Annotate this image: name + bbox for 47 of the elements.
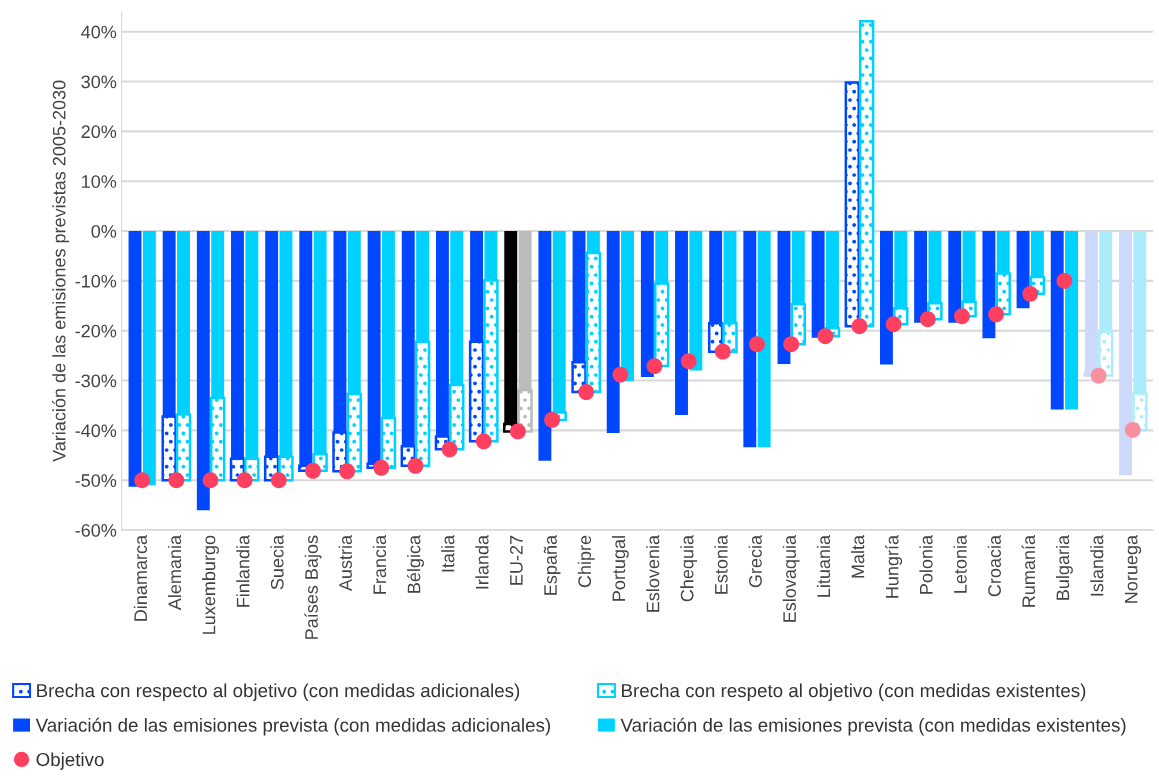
y-tick-label: 30% — [81, 75, 117, 89]
x-tick-label: Irlanda — [475, 534, 489, 589]
x-tick-label: Italia — [441, 534, 455, 572]
y-tick-label: -20% — [75, 324, 117, 338]
y-tick-label: -50% — [75, 474, 117, 487]
legend-label: Brecha con respeto al objetivo (con medidas existentes) — [622, 683, 1086, 701]
x-tick-label: Austria — [338, 534, 352, 592]
x-tick-label: Chipre — [577, 535, 595, 588]
y-tick-label: 10% — [82, 175, 117, 188]
x-tick-label: EU-27 — [509, 535, 523, 585]
x-tick-label: Luxemburgo — [202, 535, 219, 634]
x-tick-label: Islandia — [1090, 534, 1104, 596]
x-tick-label: Finlandia — [236, 534, 250, 607]
y-tick-label: -60% — [75, 524, 117, 537]
x-tick-label: Bulgaria — [1055, 534, 1073, 600]
x-tick-label: Suecia — [270, 534, 284, 590]
x-tick-label: Letonia — [953, 534, 967, 593]
x-tick-label: España — [543, 534, 561, 595]
x-tick-label: Bélgica — [406, 534, 424, 593]
y-tick-label: -40% — [75, 424, 117, 438]
y-tick-label: 0% — [91, 224, 117, 238]
legend-label: Brecha con respecto al objetivo (con medidas adicionales) — [37, 683, 520, 701]
x-tick-label: Eslovenia — [646, 534, 660, 612]
x-tick-label: Malta — [851, 534, 865, 578]
x-tick-label: Hungría — [885, 534, 903, 598]
x-tick-label: Polonia — [919, 534, 933, 594]
y-tick-label: -30% — [75, 374, 117, 388]
y-tick-label: 20% — [81, 125, 117, 139]
x-tick-label: Croacia — [987, 534, 1001, 597]
x-tick-label: Noruega — [1124, 534, 1142, 603]
y-tick-label: 40% — [81, 25, 117, 39]
x-tick-label: Rumanía — [1021, 534, 1036, 607]
legend-label: Variación de las emisiones prevista (con medidas adicionales) — [35, 717, 550, 736]
x-tick-label: Países Bajos — [304, 535, 322, 639]
x-tick-label: Chequia — [680, 534, 698, 602]
legend-label: Variación de las emisiones prevista (con medidas existentes) — [620, 717, 1126, 736]
x-tick-label: Estonia — [714, 534, 728, 594]
x-tick-label: Dinamarca — [133, 534, 148, 621]
x-tick-label: Grecia — [748, 534, 762, 588]
x-tick-label: Eslovaquia — [782, 534, 800, 622]
x-tick-label: Francia — [372, 534, 387, 594]
x-tick-label: Portugal — [611, 536, 629, 601]
y-axis-title: Variación de las emisiones previstas 2005-2030 — [52, 80, 70, 462]
y-tick-label: -10% — [75, 274, 117, 288]
legend-label: Objetivo — [36, 752, 104, 770]
x-tick-label: Alemania — [167, 534, 182, 611]
x-tick-label: Lituania — [816, 534, 831, 597]
